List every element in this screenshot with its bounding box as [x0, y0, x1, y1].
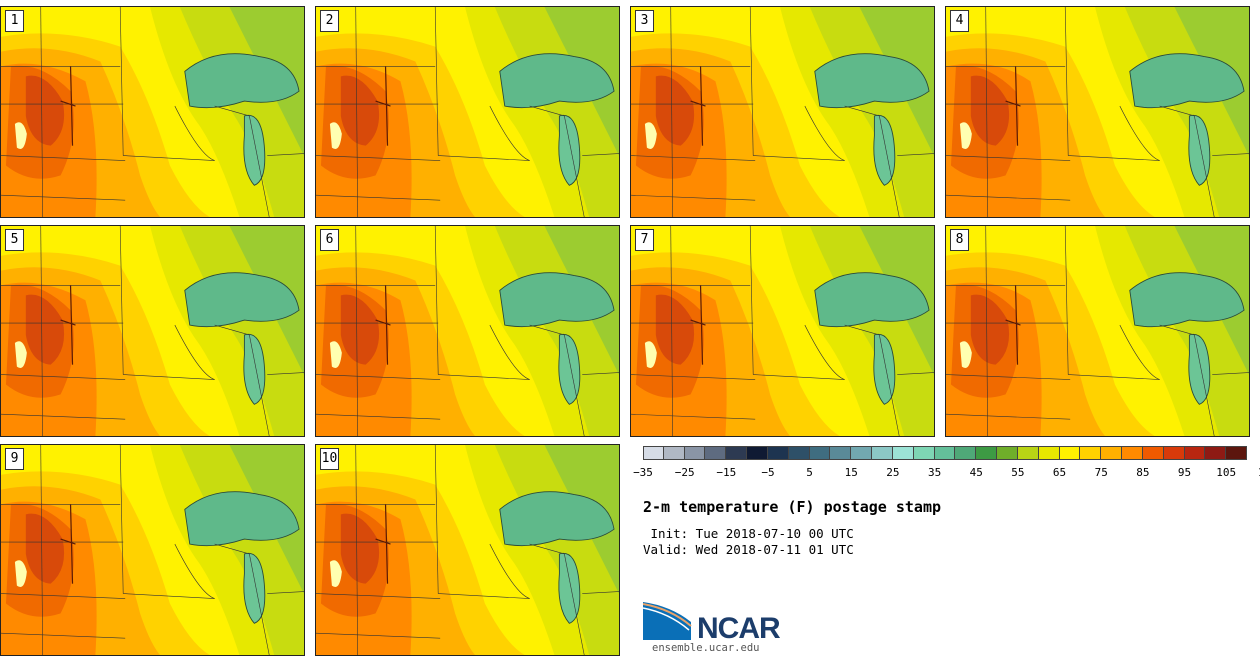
- colorbar-box: [913, 446, 935, 460]
- ensemble-member-map: 5: [0, 225, 305, 437]
- colorbar-box: [1142, 446, 1164, 460]
- ensemble-member-map: 4: [945, 6, 1250, 218]
- chart-title: 2-m temperature (F) postage stamp: [643, 498, 942, 516]
- colorbar-box: [830, 446, 852, 460]
- colorbar-tick-label: 45: [969, 466, 983, 479]
- ensemble-member-map: 7: [630, 225, 935, 437]
- valid-time: Valid: Wed 2018-07-11 01 UTC: [643, 542, 854, 557]
- colorbar-box: [1184, 446, 1206, 460]
- colorbar-box: [934, 446, 956, 460]
- colorbar-box: [851, 446, 873, 460]
- member-label: 2: [320, 10, 339, 32]
- colorbar-tick-label: −25: [674, 466, 695, 479]
- colorbar-box: [892, 446, 914, 460]
- colorbar-box: [1038, 446, 1060, 460]
- logo-wordmark: NCAR: [697, 612, 781, 645]
- colorbar-box: [663, 446, 685, 460]
- ensemble-member-map: 2: [315, 6, 620, 218]
- colorbar-box: [872, 446, 893, 460]
- colorbar-tick-label: 5: [806, 466, 813, 479]
- colorbar-box: [976, 446, 998, 460]
- temperature-map-icon: [316, 7, 619, 217]
- colorbar-box: [747, 446, 768, 460]
- colorbar-box: [1205, 446, 1227, 460]
- colorbar-box: [1080, 446, 1102, 460]
- colorbar-box: [767, 446, 789, 460]
- colorbar-tick-label: 95: [1177, 466, 1192, 479]
- colorbar-tick-label: 105: [1216, 466, 1237, 479]
- colorbar-tick-label: 115: [1258, 466, 1260, 479]
- colorbar-box: [726, 446, 748, 460]
- colorbar-box: [643, 446, 664, 460]
- member-label: 7: [635, 229, 654, 251]
- colorbar-box: [1122, 446, 1143, 460]
- member-label: 9: [5, 448, 24, 470]
- colorbar-box: [1059, 446, 1081, 460]
- temperature-map-icon: [631, 7, 934, 217]
- colorbar-box: [684, 446, 706, 460]
- init-time: Init: Tue 2018-07-10 00 UTC: [643, 526, 854, 541]
- temperature-map-icon: [946, 226, 1249, 436]
- colorbar-box: [788, 446, 810, 460]
- member-label: 1: [5, 10, 24, 32]
- colorbar-tick-label: 55: [1011, 466, 1025, 479]
- colorbar-box: [1101, 446, 1123, 460]
- member-label: 8: [950, 229, 969, 251]
- ensemble-member-map: 3: [630, 6, 935, 218]
- temperature-map-icon: [1, 445, 304, 655]
- colorbar-tick-label: 25: [886, 466, 900, 479]
- ensemble-member-map: 1: [0, 6, 305, 218]
- member-label: 3: [635, 10, 654, 32]
- colorbar-box: [997, 446, 1018, 460]
- temperature-map-icon: [1, 7, 304, 217]
- colorbar-tick-label: 15: [844, 466, 858, 479]
- colorbar-box: [1017, 446, 1039, 460]
- temperature-map-icon: [316, 226, 619, 436]
- member-label: 5: [5, 229, 24, 251]
- colorbar-tick-label: 35: [927, 466, 942, 479]
- member-label: 10: [320, 448, 339, 470]
- colorbar-tick-label: −15: [716, 466, 737, 479]
- colorbar-tick-label: 65: [1052, 466, 1067, 479]
- colorbar-tick-label: −5: [761, 466, 775, 479]
- temperature-map-icon: [946, 7, 1249, 217]
- colorbar-box: [809, 446, 831, 460]
- temperature-map-icon: [1, 226, 304, 436]
- member-label: 6: [320, 229, 339, 251]
- colorbar-box: [705, 446, 727, 460]
- colorbar-outline: [643, 446, 1247, 460]
- colorbar-box: [1163, 446, 1185, 460]
- ensemble-member-map: 8: [945, 225, 1250, 437]
- temperature-map-icon: [316, 445, 619, 655]
- colorbar-tick-label: 75: [1094, 466, 1108, 479]
- ensemble-member-map: 10: [315, 444, 620, 656]
- colorbar-box: [955, 446, 977, 460]
- member-label: 4: [950, 10, 969, 32]
- logo-url: ensemble.ucar.edu: [652, 642, 760, 654]
- colorbar-tick-label: −35: [633, 466, 653, 479]
- ensemble-member-map: 6: [315, 225, 620, 437]
- ncar-logo-icon: [643, 602, 692, 640]
- colorbar-tick-label: 85: [1136, 466, 1150, 479]
- temperature-map-icon: [631, 226, 934, 436]
- ensemble-member-map: 9: [0, 444, 305, 656]
